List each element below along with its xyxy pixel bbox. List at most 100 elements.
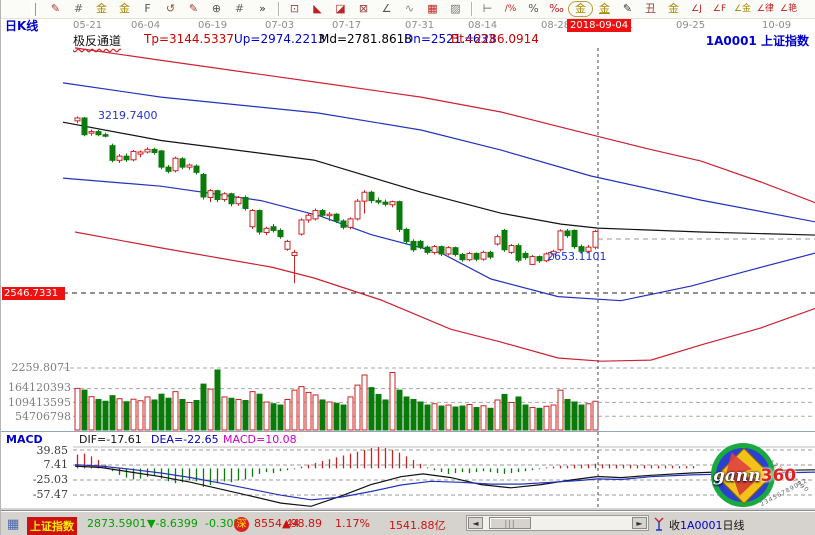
candlestick-series <box>74 116 599 284</box>
brush-chart-icon[interactable]: ✎ <box>188 2 199 15</box>
angle-line-icon[interactable]: ∠ <box>381 2 392 15</box>
price-grid-icon[interactable]: ▦ <box>427 2 438 15</box>
date-axis: 日K线 2018-09-04 05-21 06-04 06-19 07-03 07-17… <box>1 19 815 33</box>
sz-market-icon[interactable]: 深 <box>234 517 249 532</box>
date-label: 10-09 <box>762 20 792 31</box>
fan-box-icon[interactable]: ◪ <box>335 2 346 15</box>
date-label: 09-25 <box>676 20 706 31</box>
down-arrow-icon: ▼ <box>147 517 156 530</box>
ink-brush-icon[interactable]: ✎ <box>622 2 633 15</box>
grid-icon[interactable]: # <box>73 2 84 15</box>
date-label: 07-31 <box>405 20 435 31</box>
gann-fan-icon[interactable]: ◣ <box>313 2 322 15</box>
macd-axis-label-1: 39.85 <box>36 444 69 457</box>
dif-line <box>74 465 815 507</box>
dea-line <box>74 464 815 501</box>
peak-price-label: 3219.7400 <box>98 109 158 122</box>
horizontal-scrollbar[interactable]: ◄ ||| ► <box>466 515 649 531</box>
brush-icon[interactable]: ✎ <box>50 2 61 15</box>
sh-index-change: ▼-8.6399 <box>147 517 198 530</box>
indicator-header: 极反通道 1A0001 上证指数 Tp=3144.5337 Up=2974.221… <box>1 32 815 48</box>
toolbar-separator <box>278 2 279 16</box>
date-label: 06-04 <box>131 20 161 31</box>
sz-index-change: ▲98.89 <box>282 517 322 530</box>
date-label: 05-21 <box>73 20 103 31</box>
sz-index-change-pct: 1.17% <box>335 517 370 530</box>
angle-yan-icon[interactable]: ∠艳 <box>779 4 798 14</box>
symbol-label: 1A0001 上证指数 <box>706 32 809 49</box>
indicator-name[interactable]: 极反通道 <box>73 34 122 48</box>
volume-axis-label-2: 109413595 <box>8 396 71 409</box>
date-label: 06-19 <box>198 20 228 31</box>
macd-title[interactable]: MACD <box>6 433 43 446</box>
percent-levels-icon[interactable]: ‰ <box>549 2 564 15</box>
antenna-icon <box>653 517 665 534</box>
angle-f-icon[interactable]: ∠F <box>712 4 727 14</box>
ruler-icon[interactable]: ⊢ <box>482 2 493 15</box>
macd-dif-value: DIF=-17.61 <box>79 433 142 446</box>
cycle-circle-icon[interactable]: ⊕ <box>211 2 222 15</box>
zigzag-icon[interactable]: ∿ <box>404 2 415 15</box>
macd-hist-value: MACD=10.08 <box>223 433 297 446</box>
logo-wordmark: gann360 <box>713 466 796 486</box>
angle-gold-icon[interactable]: ∠金 <box>733 4 752 14</box>
reference-lines <box>63 238 815 294</box>
grid2-icon[interactable]: # <box>234 2 245 15</box>
alert-price-badge: 2546.7331 <box>2 287 65 300</box>
date-label: 07-17 <box>332 20 362 31</box>
toolbar-grip[interactable] <box>31 2 36 16</box>
scroll-thumb[interactable]: ||| <box>489 517 531 529</box>
compare-icon[interactable]: 丑 <box>645 2 656 15</box>
date-label: 07-03 <box>265 20 295 31</box>
more-tools-icon[interactable]: » <box>259 2 266 15</box>
receive-status-label: 收1A0001日线 <box>669 519 745 532</box>
scroll-left-button[interactable]: ◄ <box>468 517 483 529</box>
cursor-date-badge: 2018-09-04 <box>567 19 632 32</box>
macd-axis-label-2: 7.41 <box>43 458 69 471</box>
recent-low-price-label: 2653.1101 <box>547 250 607 263</box>
channel-line-up <box>62 82 815 223</box>
gold-circle-icon[interactable]: 金 <box>568 1 593 17</box>
channel-param: Md=2781.8618 <box>319 32 412 46</box>
volume-series <box>74 369 599 431</box>
slash-percent-icon[interactable]: /% <box>504 4 517 14</box>
symbol-code: 1A0001 <box>705 34 757 48</box>
fibonacci-icon[interactable]: F <box>144 2 151 15</box>
macd-dea-value: DEA=-22.65 <box>151 433 219 446</box>
sh-index-badge[interactable]: 上证指数 <box>27 517 77 535</box>
gann360-logo[interactable]: 8901234567890 23456789012 gann360 <box>701 440 815 513</box>
channel-line-md <box>62 121 815 236</box>
percent-icon[interactable]: % <box>528 2 539 15</box>
scroll-right-button[interactable]: ► <box>632 517 647 529</box>
sh-index-close: 2873.5901 <box>87 517 147 530</box>
channel-param: Bt=2286.0914 <box>451 32 539 46</box>
gold-levels-icon[interactable]: 金 <box>599 2 610 15</box>
angle-lv-icon[interactable]: ∠律 <box>756 4 775 14</box>
gold-ratio2-icon[interactable]: 金 <box>119 2 130 15</box>
angle-j-icon[interactable]: ∠J <box>691 4 702 14</box>
up-arrow-icon: ▲ <box>282 517 291 530</box>
status-bar: ▦ 上证指数 2873.5901 ▼-8.6399 -0.30% 深 8554.… <box>1 510 815 535</box>
quote-grid-icon[interactable]: ▦ <box>7 517 20 532</box>
hatch-grid-icon[interactable]: ▨ <box>450 2 461 15</box>
macd-axis-label-4: -57.47 <box>32 488 68 501</box>
spiral-icon[interactable]: ↺ <box>165 2 176 15</box>
macd-axis-label-3: -25.03 <box>32 473 68 486</box>
toolbar-separator <box>471 2 472 16</box>
logo-gann-text: gann <box>713 466 761 486</box>
toolbar: ✎ # 金金 F ↺ ✎ ⊕ #» ⊡ ◣ ◪ ⊠ ∠ ∿ ▦ ▨ ⊢/%% ‰ 金金 ✎ 丑金 ∠J ∠F ∠金 ∠律 ∠艳 <box>1 0 815 19</box>
gold-ratio-icon[interactable]: 金 <box>96 2 107 15</box>
gold2-icon[interactable]: 金 <box>668 2 679 15</box>
ray-box-icon[interactable]: ⊠ <box>358 2 369 15</box>
gann-box-icon[interactable]: ⊡ <box>289 2 300 15</box>
date-label: 08-14 <box>468 20 498 31</box>
channel-line-bt <box>74 231 815 362</box>
channel-param: Up=2974.2213 <box>234 32 326 46</box>
channel-param: Tp=3144.5337 <box>144 32 234 46</box>
price-axis-label: 2259.8071 <box>11 361 72 374</box>
channel-line-tp <box>74 47 815 204</box>
channel-param: Dn=2521.4633 <box>404 32 496 46</box>
symbol-name: 上证指数 <box>760 34 809 48</box>
